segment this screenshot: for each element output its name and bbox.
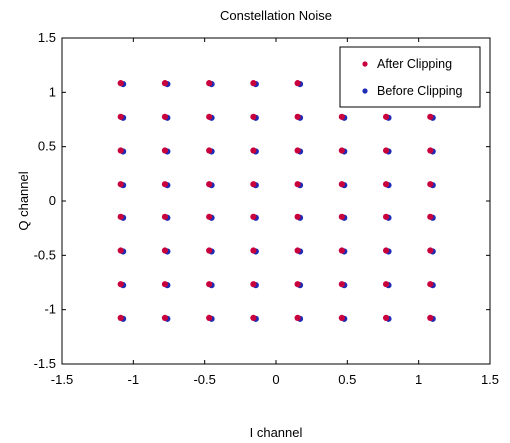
point-after-clipping <box>427 113 434 120</box>
x-axis: -1.5 -1 -0.5 0 0.5 1 1.5 <box>51 38 499 387</box>
point-after-clipping <box>382 213 390 220</box>
y-tick-label: 1.5 <box>38 30 56 45</box>
point-after-clipping <box>161 181 169 188</box>
legend: After Clipping Before Clipping <box>339 46 481 108</box>
y-tick-label: -0.5 <box>34 247 56 262</box>
y-tick-label: 0 <box>49 193 56 208</box>
point-after-clipping <box>206 181 213 188</box>
point-after-clipping <box>427 147 434 154</box>
legend-marker-after-clipping <box>362 61 368 67</box>
point-after-clipping <box>117 147 124 154</box>
point-after-clipping <box>161 113 169 120</box>
point-after-clipping <box>294 213 301 220</box>
x-axis-label: I channel <box>250 425 303 440</box>
point-after-clipping <box>338 281 345 288</box>
point-after-clipping <box>161 247 169 254</box>
y-tick-label: -1.5 <box>34 356 56 371</box>
point-after-clipping <box>338 314 345 321</box>
point-after-clipping <box>117 281 124 288</box>
point-after-clipping <box>250 247 257 254</box>
point-after-clipping <box>427 181 434 188</box>
y-tick-label: 1 <box>49 84 56 99</box>
point-after-clipping <box>250 113 257 120</box>
point-after-clipping <box>382 147 390 154</box>
point-after-clipping <box>294 147 301 154</box>
point-after-clipping <box>250 281 257 288</box>
point-after-clipping <box>294 314 301 321</box>
point-after-clipping <box>338 113 345 120</box>
point-after-clipping <box>294 247 301 254</box>
point-after-clipping <box>206 113 213 120</box>
point-after-clipping <box>161 80 169 87</box>
point-after-clipping <box>250 147 257 154</box>
point-after-clipping <box>117 247 124 254</box>
point-after-clipping <box>250 314 257 321</box>
x-tick-label: 0.5 <box>338 372 356 387</box>
point-after-clipping <box>206 80 213 87</box>
point-after-clipping <box>382 247 390 254</box>
point-after-clipping <box>427 281 434 288</box>
point-after-clipping <box>206 314 213 321</box>
point-after-clipping <box>294 181 301 188</box>
point-after-clipping <box>161 314 169 321</box>
point-after-clipping <box>206 247 213 254</box>
point-after-clipping <box>206 147 213 154</box>
point-after-clipping <box>294 80 301 87</box>
point-after-clipping <box>427 314 434 321</box>
point-after-clipping <box>117 113 124 120</box>
point-after-clipping <box>338 213 345 220</box>
legend-marker-before-clipping <box>362 88 368 94</box>
point-after-clipping <box>382 113 390 120</box>
x-tick-label: 1 <box>415 372 422 387</box>
y-tick-label: -1 <box>44 302 56 317</box>
point-after-clipping <box>250 213 257 220</box>
point-after-clipping <box>250 80 257 87</box>
legend-label-after-clipping: After Clipping <box>377 57 452 71</box>
point-after-clipping <box>117 80 124 87</box>
legend-box <box>339 46 481 108</box>
point-after-clipping <box>117 181 124 188</box>
point-after-clipping <box>294 113 301 120</box>
y-axis: -1.5 -1 -0.5 0 0.5 1 1.5 <box>34 30 490 371</box>
legend-label-before-clipping: Before Clipping <box>377 84 463 98</box>
x-tick-label: 0 <box>272 372 279 387</box>
point-after-clipping <box>117 314 124 321</box>
point-after-clipping <box>161 147 169 154</box>
point-after-clipping <box>382 181 390 188</box>
x-tick-label: -1.5 <box>51 372 73 387</box>
point-after-clipping <box>427 247 434 254</box>
x-tick-label: -0.5 <box>193 372 215 387</box>
point-after-clipping <box>338 247 345 254</box>
point-after-clipping <box>206 281 213 288</box>
point-after-clipping <box>382 314 390 321</box>
x-tick-label: 1.5 <box>481 372 499 387</box>
point-after-clipping <box>427 213 434 220</box>
point-after-clipping <box>250 181 257 188</box>
point-after-clipping <box>117 213 124 220</box>
y-tick-label: 0.5 <box>38 139 56 154</box>
point-after-clipping <box>206 213 213 220</box>
point-after-clipping <box>161 281 169 288</box>
chart-title: Constellation Noise <box>220 8 332 23</box>
x-tick-label: -1 <box>128 372 140 387</box>
data-points <box>117 80 436 322</box>
point-after-clipping <box>382 281 390 288</box>
y-axis-label: Q channel <box>16 171 31 230</box>
point-after-clipping <box>161 213 169 220</box>
point-after-clipping <box>338 147 345 154</box>
point-after-clipping <box>338 181 345 188</box>
point-after-clipping <box>294 281 301 288</box>
